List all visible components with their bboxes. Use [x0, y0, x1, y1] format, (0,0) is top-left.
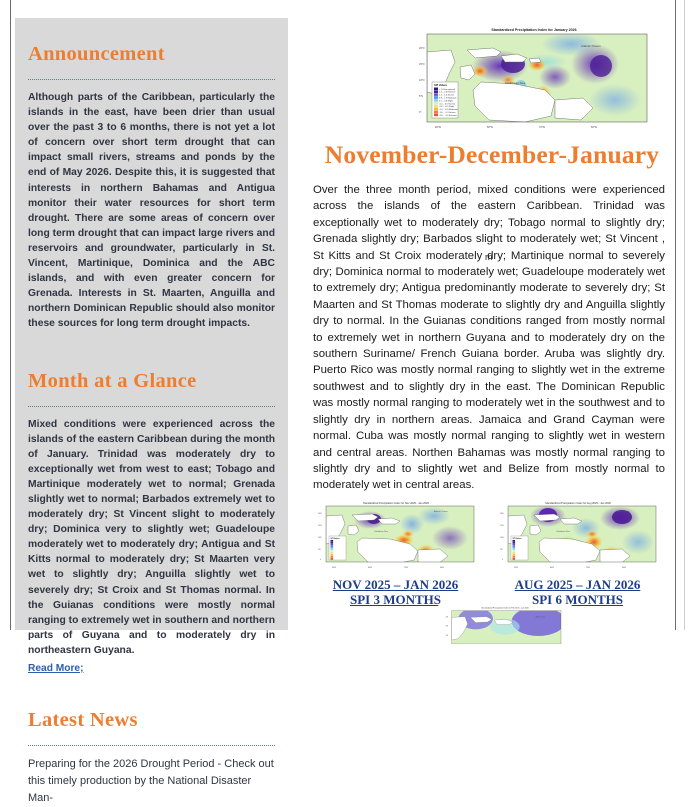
- svg-text:Atlantic Ocean: Atlantic Ocean: [616, 510, 630, 513]
- spi-map-6-months-caption-line1: AUG 2025 – JAN 2026: [514, 577, 641, 592]
- svg-text:10N: 10N: [318, 537, 322, 539]
- spi-map-12-months: Standardized Precipitation Index for Feb…: [405, 604, 605, 644]
- svg-text:15N: 15N: [318, 525, 322, 527]
- page-right-outer-rule: [684, 0, 685, 630]
- svg-text:90W: 90W: [514, 567, 518, 569]
- spi-map-3-months-title: Standardized Precipitation Index for Nov…: [363, 501, 429, 505]
- atlantic-ocean-label: Atlantic Ocean: [581, 44, 601, 48]
- svg-text:0: 0: [502, 559, 503, 561]
- spi-map-6-months-title: Standardized Precipitation Index for Aug…: [545, 501, 611, 505]
- svg-text:60W: 60W: [440, 567, 444, 569]
- svg-text:90°W: 90°W: [435, 126, 442, 129]
- svg-text:15N: 15N: [500, 525, 504, 527]
- spi-map-6-months[interactable]: Standardized Precipitation Index for Aug…: [490, 498, 665, 607]
- svg-text:70W: 70W: [586, 567, 590, 569]
- svg-text:20N: 20N: [318, 513, 322, 515]
- seasonal-summary-body: Over the three month period, mixed condi…: [313, 184, 665, 492]
- spi-map-3-months[interactable]: Standardized Precipitation Index for Nov…: [308, 498, 483, 607]
- month-at-a-glance-heading: Month at a Glance: [28, 369, 197, 392]
- svg-text:SPI Values: SPI Values: [513, 538, 522, 540]
- svg-text:0: 0: [320, 559, 321, 561]
- caribbean-sea-label: Caribbean Sea: [505, 81, 525, 85]
- spi-map-january-2026-graphic: Standardized Precipitation Index for Jan…: [405, 22, 663, 134]
- svg-text:25N: 25N: [446, 616, 448, 618]
- month-at-a-glance-body: Mixed conditions were experienced across…: [28, 418, 275, 656]
- svg-text:0°: 0°: [419, 111, 421, 114]
- month-at-a-glance-divider: [28, 405, 275, 407]
- svg-text:-0.5 – 0.5 Normal: -0.5 – 0.5 Normal: [439, 102, 456, 105]
- spi-legend: SPI Values > 2.0 Exceptional 1.6 – 2.0 E…: [431, 81, 459, 119]
- spi-map-3-months-graphic: Standardized Precipitation Index for Nov…: [308, 498, 483, 572]
- latest-news-heading: Latest News: [28, 709, 138, 731]
- svg-text:5°N: 5°N: [419, 95, 423, 98]
- svg-text:SPI Values: SPI Values: [331, 538, 340, 540]
- svg-text:70W: 70W: [404, 567, 408, 569]
- spi-map-3-months-legend: SPI Values: [328, 535, 347, 561]
- svg-text:Caribbean Sea: Caribbean Sea: [556, 530, 571, 533]
- svg-text:-2.0 – -1.6 Extreme: -2.0 – -1.6 Extreme: [439, 114, 458, 117]
- svg-text:10N: 10N: [500, 537, 504, 539]
- spi-map-6-months-caption-line2: SPI 6 MONTHS: [531, 592, 623, 607]
- svg-text:20°N: 20°N: [419, 47, 425, 50]
- spi-map-12-months-title: Standardized Precipitation Index for Feb…: [481, 607, 528, 610]
- announcement-divider: [28, 79, 275, 80]
- latest-news-body: Preparing for the 2026 Drought Period - …: [28, 758, 274, 804]
- svg-text:15°N: 15°N: [419, 63, 425, 66]
- svg-text:20N: 20N: [446, 626, 448, 628]
- svg-text:1.3 – 1.6 Severe: 1.3 – 1.6 Severe: [439, 94, 455, 97]
- spi-map-12-months-graphic: Standardized Precipitation Index for Feb…: [438, 604, 572, 644]
- svg-text:5N: 5N: [318, 549, 321, 551]
- svg-text:-1.3 – -0.8 Moderate: -1.3 – -0.8 Moderate: [439, 108, 459, 111]
- svg-text:0.5 – 0.8 Slight: 0.5 – 0.8 Slight: [439, 99, 453, 102]
- svg-text:-0.8 – -0.5 Slight: -0.8 – -0.5 Slight: [439, 105, 455, 108]
- page-right-rule: [675, 0, 676, 630]
- svg-text:-1.6 – -1.3 Severe: -1.6 – -1.3 Severe: [439, 111, 456, 114]
- stray-character: m: [485, 252, 493, 262]
- svg-text:Atlantic Ocean: Atlantic Ocean: [434, 510, 448, 513]
- right-column: Standardized Precipitation Index for Jan…: [300, 0, 675, 644]
- page-left-rule: [10, 0, 11, 630]
- svg-text:0.8 – 1.3 Moderate: 0.8 – 1.3 Moderate: [439, 97, 457, 100]
- svg-text:Caribbean Sea: Caribbean Sea: [374, 530, 389, 533]
- spi-map-january-2026-title: Standardized Precipitation Index for Jan…: [491, 28, 576, 32]
- svg-text:Atlantic Ocean: Atlantic Ocean: [536, 615, 546, 618]
- svg-text:60W: 60W: [622, 567, 626, 569]
- svg-text:> 2.0 Exceptional: > 2.0 Exceptional: [439, 88, 456, 91]
- spi-map-3-months-caption-line1: NOV 2025 – JAN 2026: [332, 577, 459, 592]
- spi-map-3-months-caption[interactable]: NOV 2025 – JAN 2026 SPI 3 MONTHS: [308, 577, 483, 607]
- spi-map-3-months-caption-line2: SPI 3 MONTHS: [349, 592, 441, 607]
- spi-map-6-months-caption[interactable]: AUG 2025 – JAN 2026 SPI 6 MONTHS: [490, 577, 665, 607]
- latest-news-divider: [28, 745, 275, 746]
- svg-text:1.6 – 2.0 Extreme: 1.6 – 2.0 Extreme: [439, 91, 456, 94]
- newsletter-page: Announcement Although parts of the Carib…: [10, 0, 685, 804]
- left-sidebar: Announcement Although parts of the Carib…: [15, 18, 288, 804]
- spi-map-6-months-graphic: Standardized Precipitation Index for Aug…: [490, 498, 665, 572]
- announcement-heading: Announcement: [28, 43, 165, 65]
- svg-text:70°W: 70°W: [539, 126, 546, 129]
- svg-text:SPI Values: SPI Values: [434, 83, 448, 87]
- svg-text:80W: 80W: [550, 567, 554, 569]
- read-more-link[interactable]: Read More;: [28, 663, 84, 674]
- svg-text:60°W: 60°W: [591, 126, 598, 129]
- svg-text:80°W: 80°W: [487, 126, 494, 129]
- svg-text:90W: 90W: [332, 567, 336, 569]
- svg-text:80W: 80W: [368, 567, 372, 569]
- spi-map-6-months-legend: SPI Values: [510, 535, 529, 561]
- svg-text:20N: 20N: [500, 513, 504, 515]
- announcement-body: Although parts of the Caribbean, particu…: [28, 92, 275, 330]
- svg-text:10°N: 10°N: [419, 79, 425, 82]
- spi-map-january-2026: Standardized Precipitation Index for Jan…: [405, 22, 663, 134]
- svg-text:5N: 5N: [500, 549, 503, 551]
- spi-map-row: Standardized Precipitation Index for Nov…: [300, 498, 675, 607]
- page-title: November-December-January: [324, 140, 660, 169]
